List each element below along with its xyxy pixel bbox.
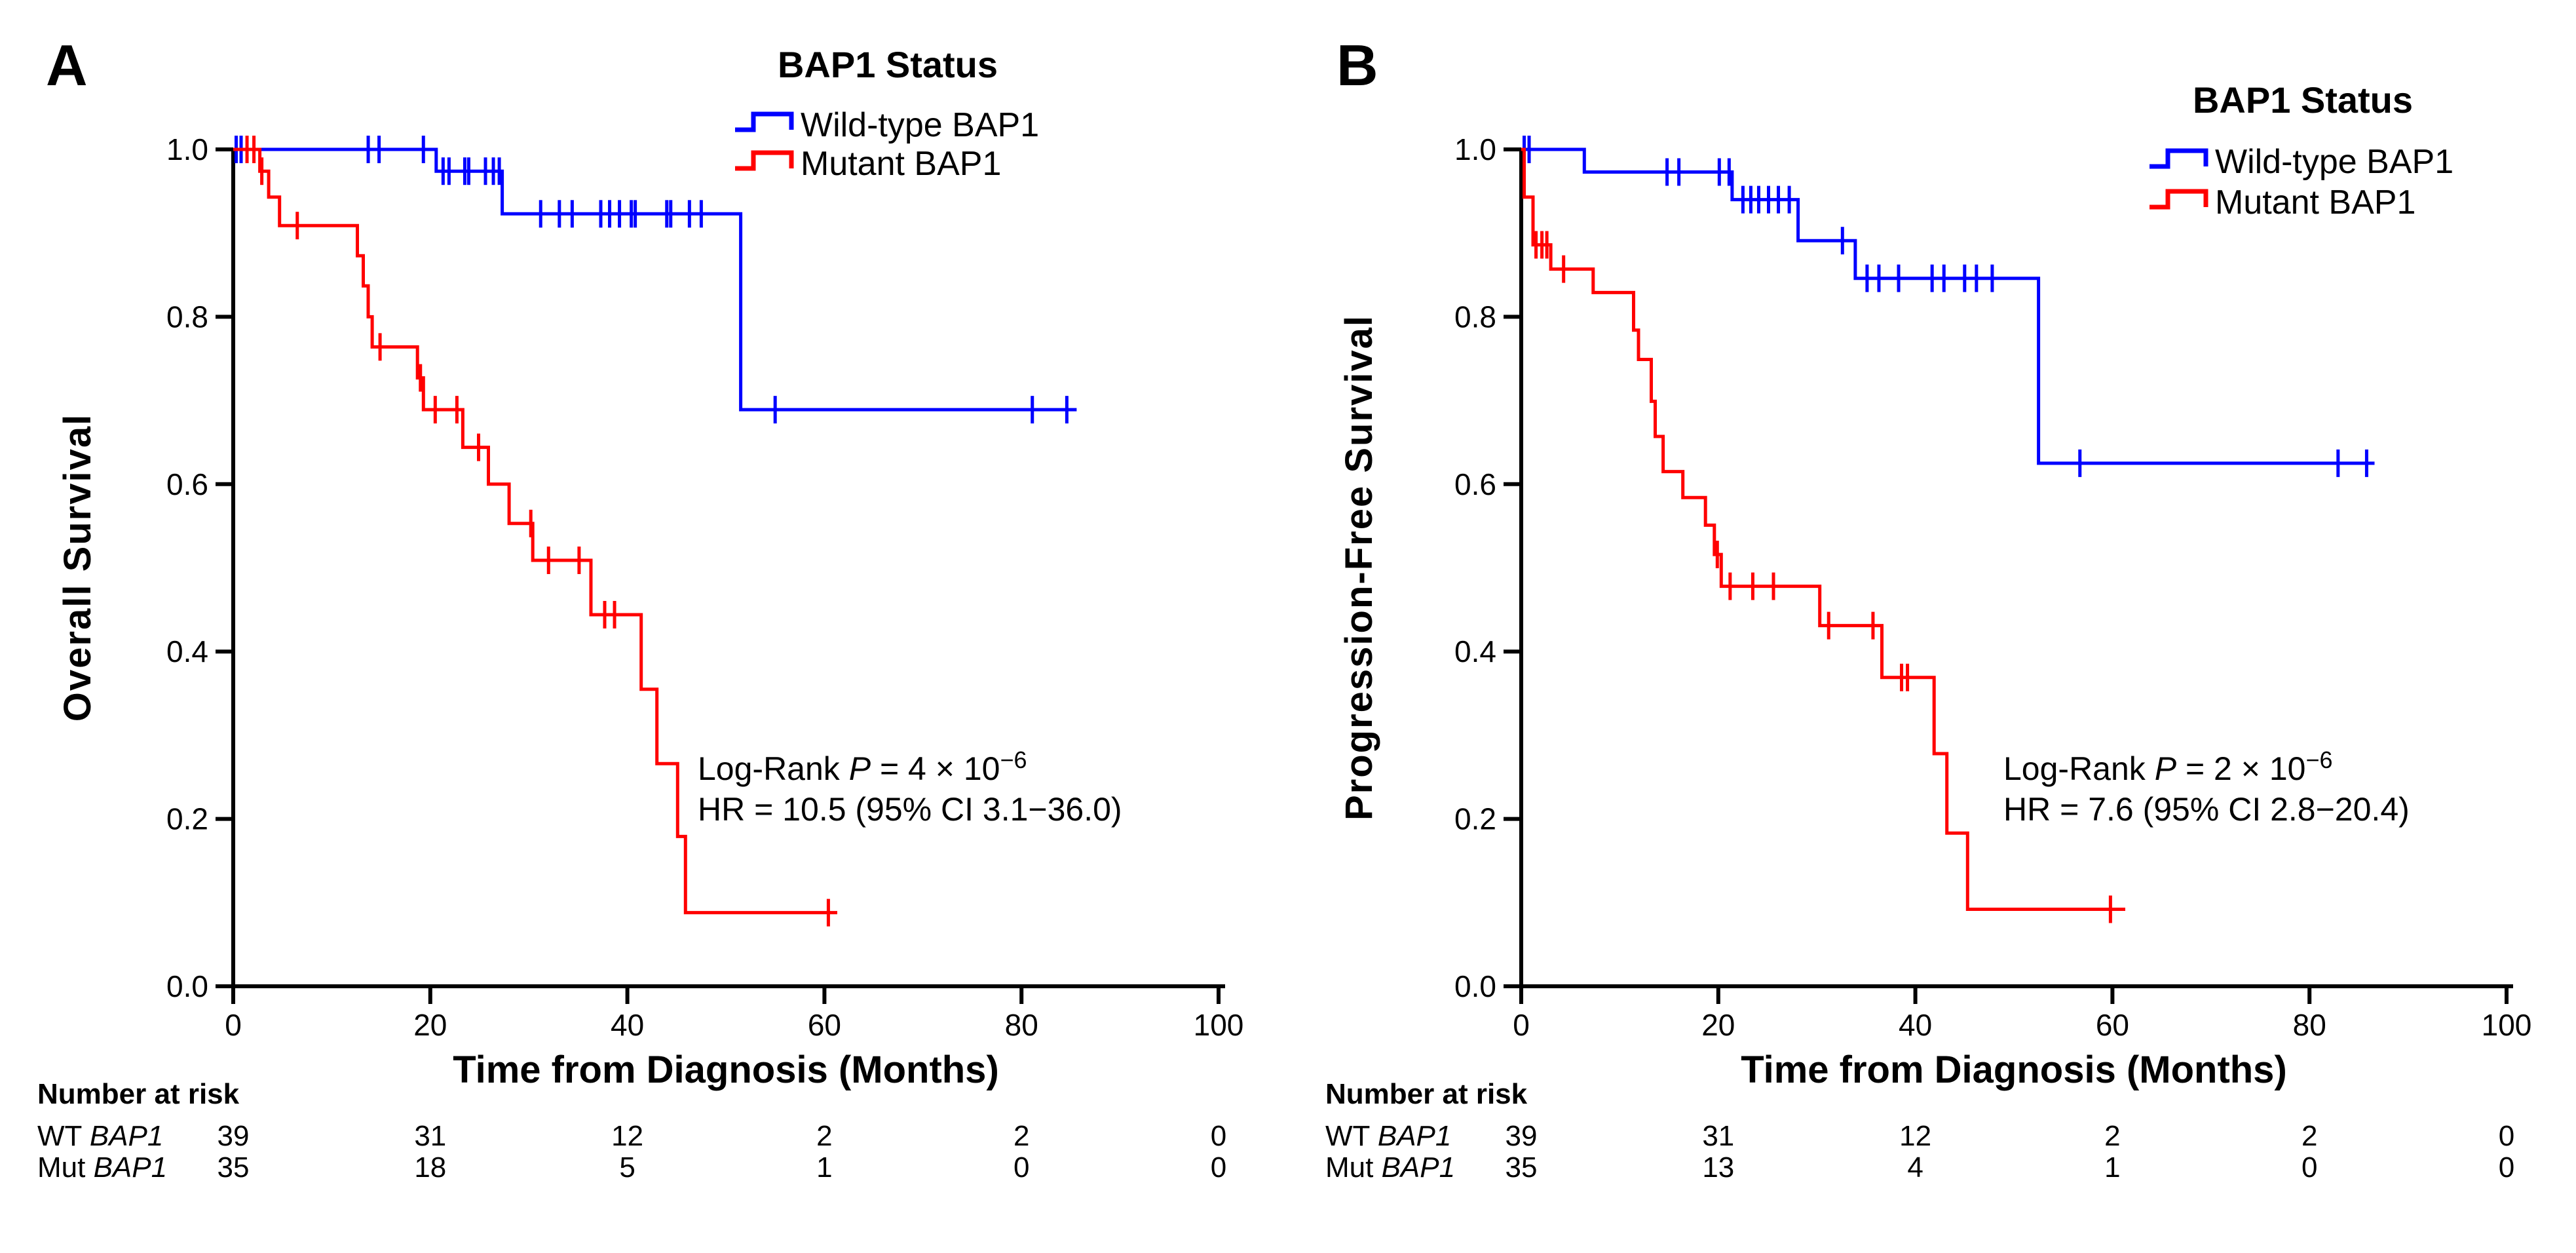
risk-count: 0 [2499, 1120, 2514, 1152]
risk-row-label-wt: WT BAP1 [37, 1120, 163, 1152]
km-curve-wild-type-bap1 [233, 147, 1077, 412]
x-tick-label: 0 [225, 1008, 242, 1042]
axes: 1.0 0.8 0.6 0.4 0.2 0.0 0 20 40 60 80 100 [1454, 132, 2531, 1042]
risk-count: 13 [1702, 1151, 1734, 1184]
risk-count: 1 [2104, 1151, 2120, 1184]
panel-letter: A [46, 33, 88, 98]
legend-wildtype-step-icon [735, 111, 794, 132]
number-at-risk-header: Number at risk [1325, 1078, 1528, 1110]
legend-mutant-step-icon [735, 150, 794, 171]
x-tick-label: 40 [611, 1008, 644, 1042]
legend-wildtype-step-icon [2150, 148, 2208, 169]
y-tick-label: 0.2 [166, 802, 208, 836]
x-tick-label: 80 [2293, 1008, 2326, 1042]
x-tick-label: 60 [808, 1008, 841, 1042]
legend-item-mutant: Mutant BAP1 [2215, 183, 2415, 222]
y-tick-label: 0.0 [166, 969, 208, 1003]
number-at-risk-table: Number at risk WT BAP1 Mut BAP1 39 31 12 2 2… [1325, 1078, 2514, 1184]
stats-annotation: Log-Rank P = 4 × 10−6 HR = 10.5 (95% CI … [698, 746, 1122, 828]
risk-count: 31 [1702, 1120, 1734, 1152]
risk-count: 12 [611, 1120, 643, 1152]
legend-item-wildtype: Wild-type BAP1 [2215, 143, 2453, 181]
y-axis-title: Overall Survival [56, 414, 99, 722]
y-tick-label: 0.4 [166, 634, 208, 668]
y-tick-label: 0.0 [1454, 969, 1496, 1003]
risk-count: 0 [2301, 1151, 2317, 1184]
y-tick-label: 0.4 [1454, 634, 1496, 668]
risk-count: 1 [816, 1151, 832, 1184]
risk-row-label-mut: Mut BAP1 [1325, 1151, 1455, 1184]
y-tick-label: 1.0 [166, 132, 208, 166]
km-curve-mutant-bap1 [1521, 147, 2125, 911]
hazard-ratio-text: HR = 7.6 (95% CI 2.8−20.4) [2003, 791, 2410, 828]
x-tick-label: 100 [2482, 1008, 2532, 1042]
risk-count: 5 [619, 1151, 635, 1184]
km-curve-mutant-bap1 [233, 147, 837, 915]
risk-count: 2 [2104, 1120, 2120, 1152]
x-tick-label: 20 [1701, 1008, 1735, 1042]
risk-count: 2 [1013, 1120, 1029, 1152]
legend-item-wildtype: Wild-type BAP1 [801, 106, 1039, 144]
panel-letter: B [1336, 33, 1378, 98]
risk-counts: 39 31 12 2 2 035 13 4 1 0 0 [1506, 1120, 2515, 1184]
x-tick-label: 0 [1513, 1008, 1530, 1042]
panel-progression-free-survival: B Progression-Free Survival 1.0 0.8 0.6 0.4… [1325, 33, 2531, 1184]
risk-row-label-mut: Mut BAP1 [37, 1151, 167, 1184]
risk-count: 2 [2301, 1120, 2317, 1152]
y-tick-label: 0.6 [166, 467, 208, 501]
legend-mutant-step-icon [2150, 189, 2208, 210]
logrank-text: Log-Rank P = 2 × 10−6 [2003, 746, 2333, 787]
logrank-text: Log-Rank P = 4 × 10−6 [698, 746, 1027, 787]
y-axis-title: Progression-Free Survival [1338, 315, 1380, 820]
x-tick-label: 60 [2096, 1008, 2129, 1042]
number-at-risk-header: Number at risk [37, 1078, 240, 1110]
x-axis-title: Time from Diagnosis (Months) [1741, 1049, 2287, 1091]
axes: 1.0 0.8 0.6 0.4 0.2 0.0 0 20 40 60 80 100 [166, 132, 1243, 1042]
legend-title: BAP1 Status [778, 44, 998, 85]
y-tick-label: 0.8 [1454, 299, 1496, 334]
risk-count: 2 [816, 1120, 832, 1152]
risk-count: 35 [218, 1151, 250, 1184]
risk-count: 0 [1211, 1151, 1226, 1184]
legend-item-mutant: Mutant BAP1 [801, 145, 1001, 183]
legend: BAP1 Status Wild-type BAP1 Mutant BAP1 [735, 44, 1039, 183]
y-tick-label: 0.8 [166, 299, 208, 334]
risk-counts: 39 31 12 2 2 035 18 5 1 0 0 [218, 1120, 1227, 1184]
stats-annotation: Log-Rank P = 2 × 10−6 HR = 7.6 (95% CI 2… [2003, 746, 2410, 828]
y-tick-label: 1.0 [1454, 132, 1496, 166]
x-axis-title: Time from Diagnosis (Months) [453, 1049, 999, 1091]
y-tick-label: 0.6 [1454, 467, 1496, 501]
risk-count: 31 [414, 1120, 446, 1152]
hazard-ratio-text: HR = 10.5 (95% CI 3.1−36.0) [698, 791, 1122, 828]
risk-count: 18 [414, 1151, 446, 1184]
axis-lines [231, 149, 1225, 988]
risk-count: 0 [1013, 1151, 1029, 1184]
risk-count: 0 [2499, 1151, 2514, 1184]
axis-lines [1519, 149, 2513, 988]
panel-overall-survival: A Overall Survival 1.00.80.60.40.20.00 20… [37, 33, 1243, 1184]
number-at-risk-table: Number at risk WT BAP1 Mut BAP1 39 31 12 2 2… [37, 1078, 1226, 1184]
y-tick-label: 0.2 [1454, 802, 1496, 836]
x-tick-label: 80 [1005, 1008, 1038, 1042]
risk-row-label-wt: WT BAP1 [1325, 1120, 1451, 1152]
risk-count: 39 [218, 1120, 250, 1152]
x-tick-label: 40 [1899, 1008, 1932, 1042]
risk-count: 35 [1506, 1151, 1538, 1184]
survival-curves [1521, 136, 2375, 923]
risk-count: 12 [1899, 1120, 1931, 1152]
legend-title: BAP1 Status [2193, 79, 2413, 121]
x-tick-label: 100 [1194, 1008, 1244, 1042]
survival-curves [233, 136, 1077, 927]
legend: BAP1 Status Wild-type BAP1 Mutant BAP1 [2150, 79, 2453, 222]
x-tick-label: 20 [413, 1008, 447, 1042]
risk-count: 39 [1506, 1120, 1538, 1152]
risk-count: 0 [1211, 1120, 1226, 1152]
risk-count: 4 [1907, 1151, 1923, 1184]
km-curve-wild-type-bap1 [1521, 147, 2375, 465]
